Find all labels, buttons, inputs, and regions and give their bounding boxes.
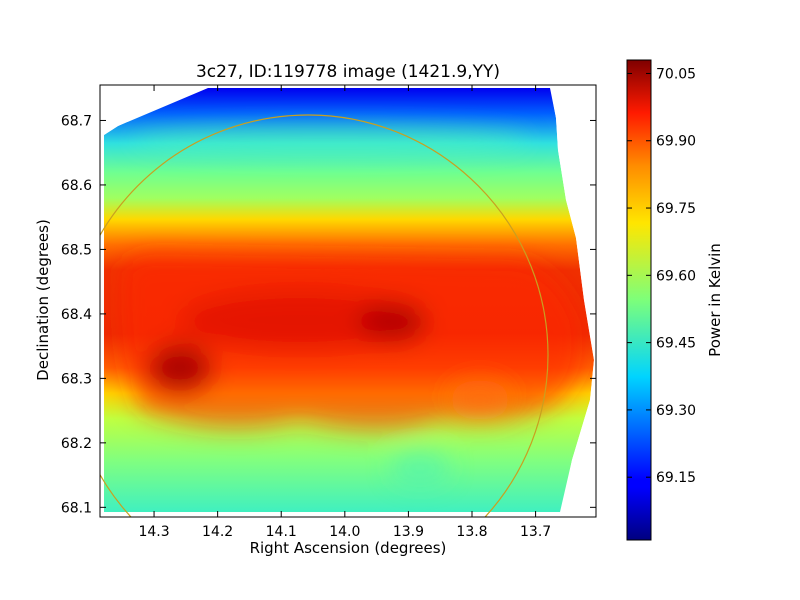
- y-tick-label: 68.7: [61, 113, 92, 129]
- y-tick-label: 68.2: [61, 436, 92, 452]
- x-tick-label: 14.0: [329, 524, 360, 540]
- y-tick-label: 68.4: [61, 307, 92, 323]
- colorbar-tick-label: 69.30: [656, 403, 696, 419]
- y-axis-label: Declination (degrees): [34, 219, 52, 381]
- heatmap-field: [100, 85, 596, 517]
- y-tick-label: 68.5: [61, 242, 92, 258]
- x-axis-ticks: 14.3 14.2 14.1 14.0 13.9 13.8 13.7: [138, 85, 551, 540]
- x-tick-label: 14.1: [266, 524, 297, 540]
- colorbar-tick-label: 69.75: [656, 201, 696, 217]
- x-tick-label: 13.8: [456, 524, 487, 540]
- heatmap-core: [121, 124, 583, 484]
- chart-title: 3c27, ID:119778 image (1421.9,YY): [196, 62, 500, 82]
- x-axis-label: Right Ascension (degrees): [250, 539, 447, 557]
- y-tick-label: 68.3: [61, 371, 92, 387]
- colorbar-tick-label: 69.45: [656, 336, 696, 352]
- colorbar-label: Power in Kelvin: [706, 243, 724, 357]
- y-axis-ticks: 68.1 68.2 68.3 68.4 68.5 68.6 68.7: [61, 113, 596, 516]
- x-tick-label: 14.2: [202, 524, 233, 540]
- colorbar: [626, 59, 652, 541]
- colorbar-tick-label: 69.60: [656, 268, 696, 284]
- x-tick-label: 13.9: [393, 524, 424, 540]
- colorbar-tick-label: 69.15: [656, 470, 696, 486]
- y-tick-label: 68.1: [61, 500, 92, 516]
- y-tick-label: 68.6: [61, 178, 92, 194]
- beam-circle: [100, 114, 549, 517]
- colorbar-ticks: 69.15 69.30 69.45 69.60 69.75 69.90 70.05: [627, 66, 696, 486]
- colorbar-tick-label: 69.90: [656, 134, 696, 150]
- colorbar-tick-label: 70.05: [656, 66, 696, 82]
- plot-frame: [99, 84, 597, 518]
- x-tick-label: 13.7: [520, 524, 551, 540]
- x-tick-label: 14.3: [138, 524, 169, 540]
